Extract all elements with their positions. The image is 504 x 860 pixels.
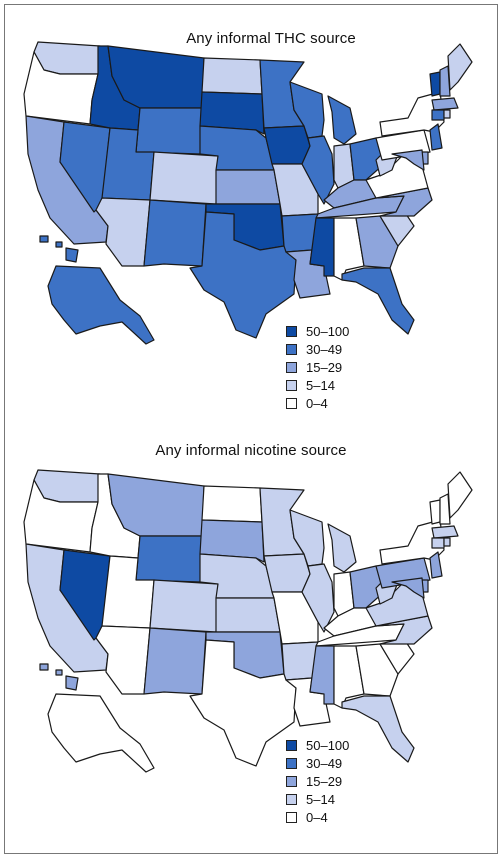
state-oh xyxy=(349,565,385,609)
nicotine-legend: 50–100 30–49 15–29 5–14 0–4 xyxy=(286,736,349,826)
state-nd xyxy=(201,485,263,523)
state-mi xyxy=(327,523,357,573)
state-me xyxy=(447,43,473,91)
state-ny xyxy=(379,91,445,137)
legend-item-30-49: 30–49 xyxy=(286,340,349,358)
state-fl xyxy=(341,695,415,763)
state-tx xyxy=(189,211,297,339)
state-co xyxy=(149,579,219,633)
nicotine-us-map xyxy=(23,469,473,773)
state-md xyxy=(391,149,425,171)
state-ak xyxy=(47,265,155,345)
legend-label: 15–29 xyxy=(306,359,343,375)
legend-label: 30–49 xyxy=(306,755,343,771)
legend-label: 50–100 xyxy=(306,737,350,753)
state-il xyxy=(301,563,335,633)
state-vt xyxy=(429,71,441,97)
state-il xyxy=(301,135,335,205)
legend-swatch xyxy=(286,325,297,337)
state-tx xyxy=(189,639,297,767)
state-nm xyxy=(143,199,207,267)
legend-item-15-29: 15–29 xyxy=(286,358,349,376)
legend-item-0-4: 0–4 xyxy=(286,394,349,412)
legend-item-5-14: 5–14 xyxy=(286,790,349,808)
state-nh xyxy=(439,493,451,525)
legend-item-0-4: 0–4 xyxy=(286,808,349,826)
state-ct xyxy=(431,537,445,549)
legend-swatch xyxy=(286,775,297,787)
legend-swatch xyxy=(286,343,297,355)
state-layer xyxy=(23,41,473,345)
state-nc xyxy=(375,615,433,645)
state-nm xyxy=(143,627,207,695)
thc-map-panel: Any informal THC source 50–100 30–49 15–… xyxy=(4,4,498,432)
state-ks xyxy=(215,597,281,633)
state-nh xyxy=(439,65,451,97)
legend-label: 0–4 xyxy=(306,809,328,825)
legend-swatch xyxy=(286,361,297,373)
state-sd xyxy=(199,519,265,563)
state-hi xyxy=(39,663,79,691)
state-ri xyxy=(443,537,451,547)
state-mi xyxy=(327,95,357,145)
state-ri xyxy=(443,109,451,119)
thc-legend: 50–100 30–49 15–29 5–14 0–4 xyxy=(286,322,349,412)
state-nj xyxy=(429,123,443,151)
legend-item-5-14: 5–14 xyxy=(286,376,349,394)
state-layer xyxy=(23,469,473,773)
thc-map-title: Any informal THC source xyxy=(186,30,356,47)
state-ny xyxy=(379,519,445,565)
state-wy xyxy=(135,535,203,583)
state-wy xyxy=(135,107,203,155)
legend-swatch xyxy=(286,397,297,409)
legend-item-50-100: 50–100 xyxy=(286,322,349,340)
state-co xyxy=(149,151,219,205)
legend-swatch xyxy=(286,811,297,823)
legend-swatch xyxy=(286,757,297,769)
legend-label: 30–49 xyxy=(306,341,343,357)
state-md xyxy=(391,577,425,599)
thc-us-map xyxy=(23,41,473,345)
state-ma xyxy=(431,525,459,539)
legend-label: 50–100 xyxy=(306,323,350,339)
state-vt xyxy=(429,499,441,525)
state-ak xyxy=(47,693,155,773)
legend-swatch xyxy=(286,793,297,805)
state-nd xyxy=(201,57,263,95)
legend-label: 0–4 xyxy=(306,395,328,411)
state-oh xyxy=(349,137,385,181)
state-ct xyxy=(431,109,445,121)
state-nc xyxy=(375,187,433,217)
state-hi xyxy=(39,235,79,263)
legend-label: 5–14 xyxy=(306,377,335,393)
legend-swatch xyxy=(286,379,297,391)
nicotine-map-title: Any informal nicotine source xyxy=(155,442,347,459)
legend-item-50-100: 50–100 xyxy=(286,736,349,754)
state-sd xyxy=(199,91,265,135)
legend-label: 15–29 xyxy=(306,773,343,789)
state-ks xyxy=(215,169,281,205)
state-me xyxy=(447,471,473,519)
state-ma xyxy=(431,97,459,111)
nicotine-map-panel: Any informal nicotine source 50–100 30–4… xyxy=(4,432,498,854)
legend-item-30-49: 30–49 xyxy=(286,754,349,772)
state-ia xyxy=(263,553,311,593)
state-nj xyxy=(429,551,443,579)
legend-item-15-29: 15–29 xyxy=(286,772,349,790)
state-ia xyxy=(263,125,311,165)
state-fl xyxy=(341,267,415,335)
legend-swatch xyxy=(286,739,297,751)
legend-label: 5–14 xyxy=(306,791,335,807)
